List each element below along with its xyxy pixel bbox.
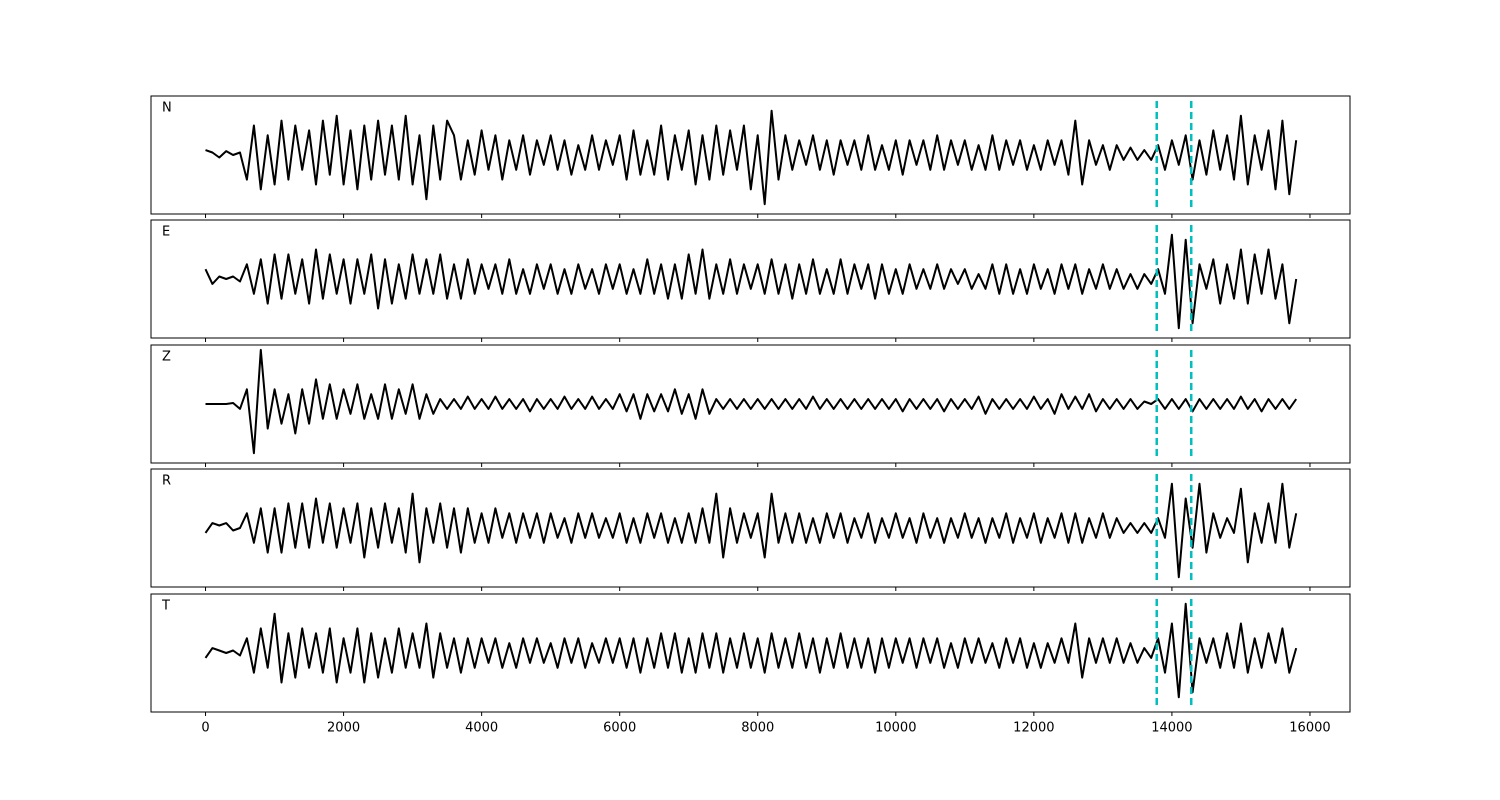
waveform (205, 348, 1298, 455)
panel-label: E (162, 225, 170, 240)
x-tick-label: 10000 (875, 721, 916, 736)
panel-label: T (161, 599, 170, 614)
x-tick-label: 4000 (465, 721, 498, 736)
x-tick-label: 6000 (603, 721, 636, 736)
x-tick-label: 14000 (1151, 721, 1192, 736)
waveform (204, 482, 1298, 579)
x-tick-label: 2000 (327, 721, 360, 736)
x-tick-label: 12000 (1013, 721, 1054, 736)
waveform (204, 233, 1298, 330)
x-tick-label: 16000 (1289, 721, 1330, 736)
panel-label: Z (162, 350, 171, 365)
waveform (204, 602, 1298, 699)
panel-label: R (162, 474, 171, 489)
panel-frame (150, 593, 1351, 713)
panel-frame (150, 344, 1351, 464)
panel-frame (150, 219, 1351, 339)
x-tick-label: 8000 (741, 721, 774, 736)
x-tick-label: 0 (201, 721, 209, 736)
panel-label: N (162, 101, 172, 116)
panel-frame (150, 95, 1351, 215)
waveform (205, 109, 1298, 206)
panel-frame (150, 468, 1351, 588)
